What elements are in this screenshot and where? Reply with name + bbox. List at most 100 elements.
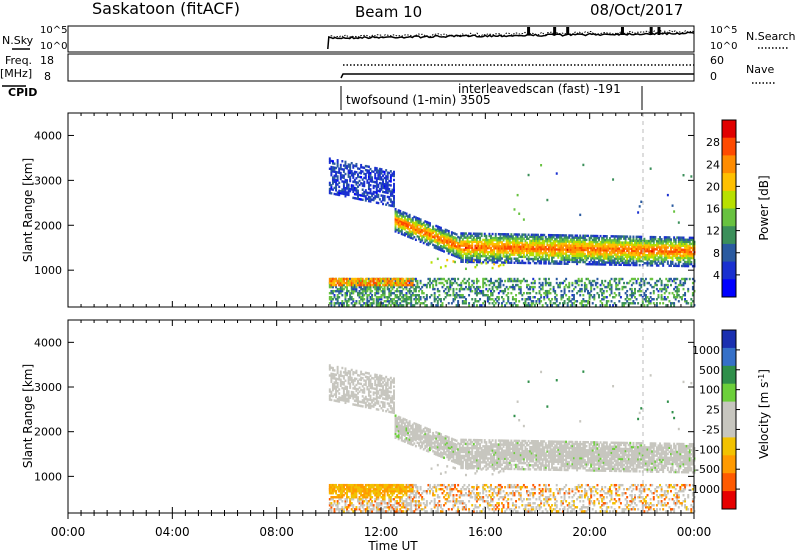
freq-tick-low: 8 (44, 70, 51, 83)
power-cell (488, 244, 491, 248)
power-cell (363, 182, 366, 186)
power-cell (385, 191, 388, 194)
velocity-cell (339, 370, 342, 373)
power-cell (613, 277, 616, 281)
power-cell (375, 277, 378, 281)
power-cell (377, 279, 380, 283)
velocity-cell (352, 393, 355, 396)
power-cell (608, 263, 611, 266)
power-cell (590, 234, 593, 238)
power-cell (516, 249, 519, 252)
power-cell (375, 283, 378, 287)
velocity-cell (360, 498, 363, 501)
power-cell (502, 239, 505, 242)
power-cell (382, 178, 385, 181)
power-cell (615, 261, 618, 264)
power-cell (526, 245, 528, 249)
power-cell (677, 248, 680, 251)
power-cell (668, 236, 671, 239)
power-cell (643, 298, 646, 301)
power-cell (571, 250, 574, 253)
power-cell (402, 300, 405, 303)
power-cell (346, 193, 349, 196)
power-cell (364, 199, 367, 202)
power-cell (619, 235, 622, 238)
power-cell (558, 238, 561, 241)
power-cell (377, 285, 380, 289)
power-cell (400, 230, 403, 234)
power-cell (488, 255, 491, 258)
power-cell (346, 167, 349, 170)
power-cell (615, 285, 618, 289)
power-cell (394, 224, 397, 227)
power-cell (587, 256, 590, 260)
velocity-cell (363, 383, 366, 386)
power-cell (535, 261, 538, 265)
velocity-cell (338, 483, 341, 487)
power-cell (433, 298, 436, 301)
power-cell (378, 181, 381, 185)
power-cell (568, 236, 571, 239)
power-cell (336, 165, 339, 168)
power-cell (554, 291, 557, 295)
power-cell (494, 257, 497, 260)
power-cell (463, 244, 466, 247)
power-cell (610, 300, 613, 303)
power-cell (615, 281, 618, 285)
power-cell (419, 232, 422, 235)
velocity-cell (361, 506, 364, 509)
power-cell (407, 219, 410, 222)
power-cell (416, 285, 419, 289)
power-cell (499, 245, 502, 248)
power-cell (679, 281, 682, 285)
power-cell (536, 298, 539, 301)
power-cell (540, 237, 543, 241)
beam-label: Beam 10 (355, 3, 422, 21)
power-cell (566, 285, 569, 289)
power-cell (410, 236, 413, 240)
power-cell (610, 255, 613, 258)
power-cell (599, 234, 602, 238)
power-cell (502, 263, 505, 267)
power-cell (364, 289, 367, 293)
velocity-cell (338, 510, 341, 513)
power-cell (396, 304, 399, 307)
power-cell (450, 235, 453, 238)
power-cell (604, 255, 607, 258)
power-cell (449, 244, 452, 248)
power-cell (502, 245, 505, 248)
power-cell (483, 300, 486, 303)
power-cell (463, 250, 466, 253)
power-cell (543, 245, 546, 249)
power-cell (673, 279, 676, 283)
power-cell (648, 302, 651, 305)
power-cell (530, 249, 533, 253)
power-cell (375, 185, 378, 188)
power-cell (389, 178, 392, 181)
power-cell (540, 260, 543, 263)
power-cell (338, 191, 341, 195)
power-cell (560, 248, 563, 251)
velocity-cell (361, 510, 364, 513)
power-cell (566, 240, 569, 243)
power-cell (475, 293, 478, 297)
power-cell (338, 283, 341, 287)
power-cell (608, 287, 611, 291)
power-cell (468, 232, 471, 235)
velocity-cell (333, 489, 336, 493)
power-cell (458, 283, 461, 287)
velocity-cell (346, 494, 349, 497)
power-cell (433, 293, 436, 297)
power-cell (432, 239, 435, 243)
velocity-cell (369, 485, 372, 489)
power-cell (488, 234, 491, 238)
power-cell (635, 261, 638, 265)
power-cell (671, 246, 674, 249)
power-cell (654, 283, 657, 287)
power-cell (364, 174, 367, 178)
power-cell (335, 185, 338, 188)
power-cell (670, 283, 672, 287)
power-cell (640, 279, 643, 283)
velocity-cell (352, 391, 355, 394)
velocity-cell (364, 383, 367, 387)
